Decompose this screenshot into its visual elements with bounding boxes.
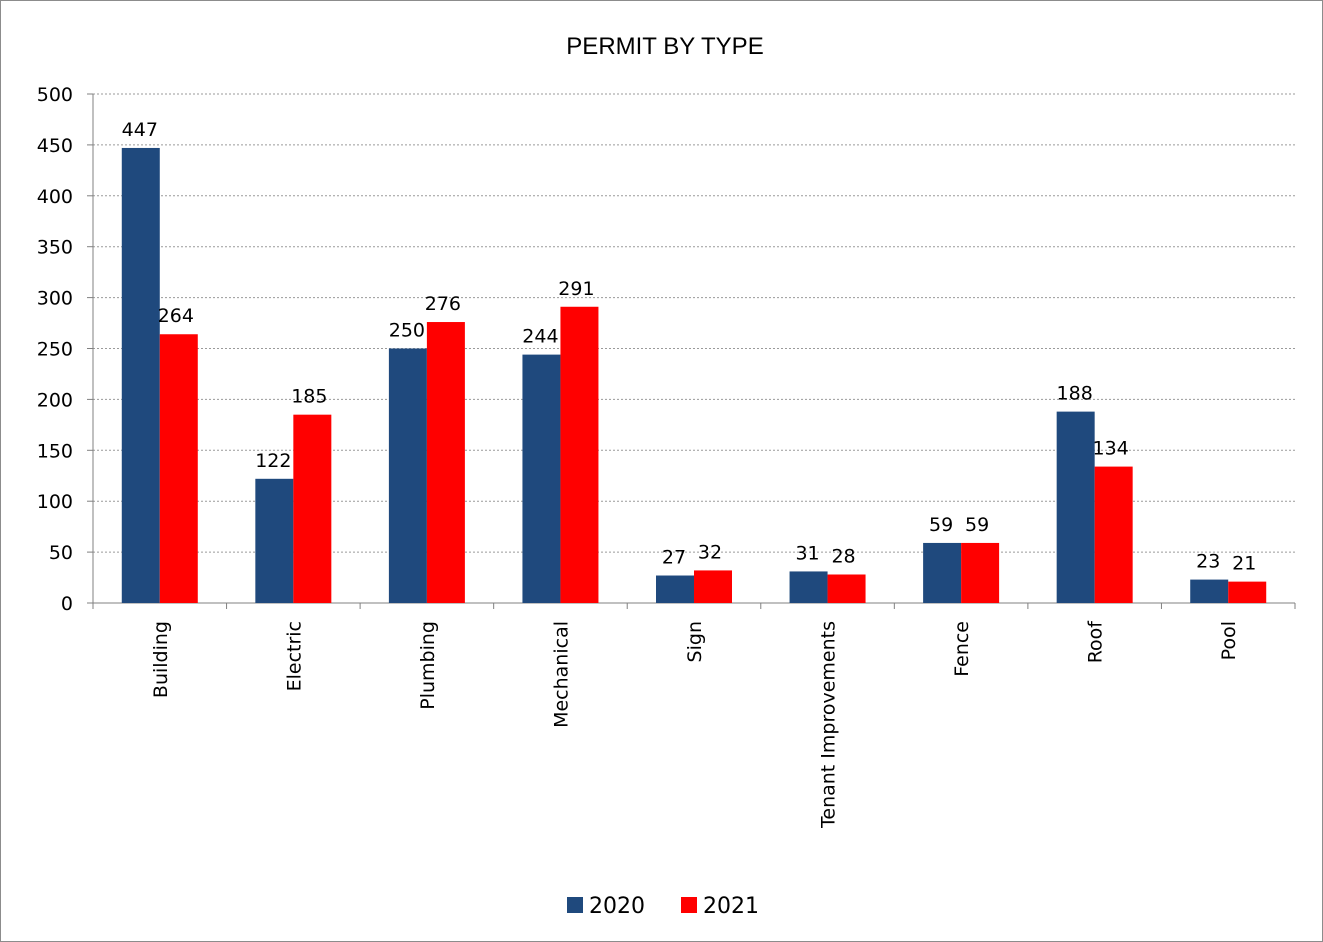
bar-2020 — [388, 348, 427, 603]
legend: 2020 2021 — [567, 894, 759, 919]
x-category-label: Tenant Improvements — [818, 621, 840, 829]
data-label-2020: 250 — [389, 320, 425, 342]
data-label-2021: 185 — [291, 386, 327, 408]
bar-2021 — [1228, 581, 1267, 603]
y-tick-label: 200 — [37, 389, 73, 411]
data-label-2021: 134 — [1093, 438, 1129, 460]
bar-2020 — [923, 542, 962, 603]
x-category-label: Mechanical — [550, 621, 572, 728]
y-tick-label: 450 — [37, 135, 73, 157]
x-category-label: Roof — [1085, 620, 1107, 664]
data-label-2021: 276 — [425, 293, 461, 315]
data-label-2020: 447 — [122, 119, 158, 141]
bar-2020 — [522, 354, 561, 603]
x-category-label: Fence — [951, 621, 973, 677]
data-label-2021: 32 — [698, 541, 722, 563]
y-tick-label: 100 — [37, 491, 73, 513]
y-tick-label: 150 — [37, 440, 73, 462]
bar-2021 — [159, 334, 198, 603]
data-label-2021: 291 — [558, 278, 594, 300]
bar-2020 — [656, 575, 694, 603]
y-tick-label: 50 — [49, 542, 73, 564]
bar-2021 — [426, 322, 465, 603]
bar-2020 — [789, 571, 828, 603]
chart-title: PERMIT BY TYPE — [566, 33, 763, 60]
data-label-2021: 59 — [965, 514, 989, 536]
y-axis: 0 50 100 150 200 250 300 350 400 450 500 — [37, 84, 94, 615]
legend-label-2021: 2021 — [703, 894, 759, 919]
x-axis: Building Electric Plumbing Mechanical Sign Te… — [92, 602, 1296, 829]
bar-2021 — [961, 542, 1000, 603]
data-label-2021: 21 — [1232, 553, 1256, 575]
data-label-2020: 122 — [255, 450, 291, 472]
bar-2020 — [255, 478, 294, 603]
bar-2020 — [1190, 579, 1229, 603]
bar-2021 — [827, 574, 866, 603]
data-label-2020: 244 — [522, 326, 558, 348]
x-category-label: Electric — [283, 621, 305, 691]
data-label-2020: 27 — [662, 547, 686, 569]
y-tick-label: 500 — [37, 84, 73, 106]
bar-2020 — [121, 147, 160, 604]
y-tick-label: 0 — [61, 593, 73, 615]
data-label-2020: 188 — [1057, 383, 1093, 405]
y-tick-label: 400 — [37, 186, 73, 208]
bar-2021 — [293, 414, 332, 603]
bar-2021 — [694, 570, 732, 603]
x-category-label: Building — [150, 621, 172, 698]
legend-swatch-2021 — [681, 897, 697, 913]
data-label-2020: 31 — [795, 542, 819, 564]
y-tick-label: 250 — [37, 339, 73, 361]
data-label-2021: 264 — [158, 305, 194, 327]
legend-label-2020: 2020 — [589, 894, 645, 919]
x-category-label: Sign — [684, 621, 706, 662]
bar-2021 — [560, 306, 599, 603]
data-label-2020: 59 — [929, 514, 953, 536]
bar-2020 — [1056, 411, 1095, 603]
data-label-2020: 23 — [1196, 551, 1220, 573]
bar-2021 — [1094, 466, 1133, 603]
legend-swatch-2020 — [567, 897, 583, 913]
x-category-label: Plumbing — [417, 621, 439, 710]
x-category-label: Pool — [1218, 621, 1240, 660]
data-label-2021: 28 — [831, 545, 855, 567]
y-tick-label: 300 — [37, 288, 73, 310]
y-tick-label: 350 — [37, 237, 73, 259]
bars — [121, 147, 1267, 604]
